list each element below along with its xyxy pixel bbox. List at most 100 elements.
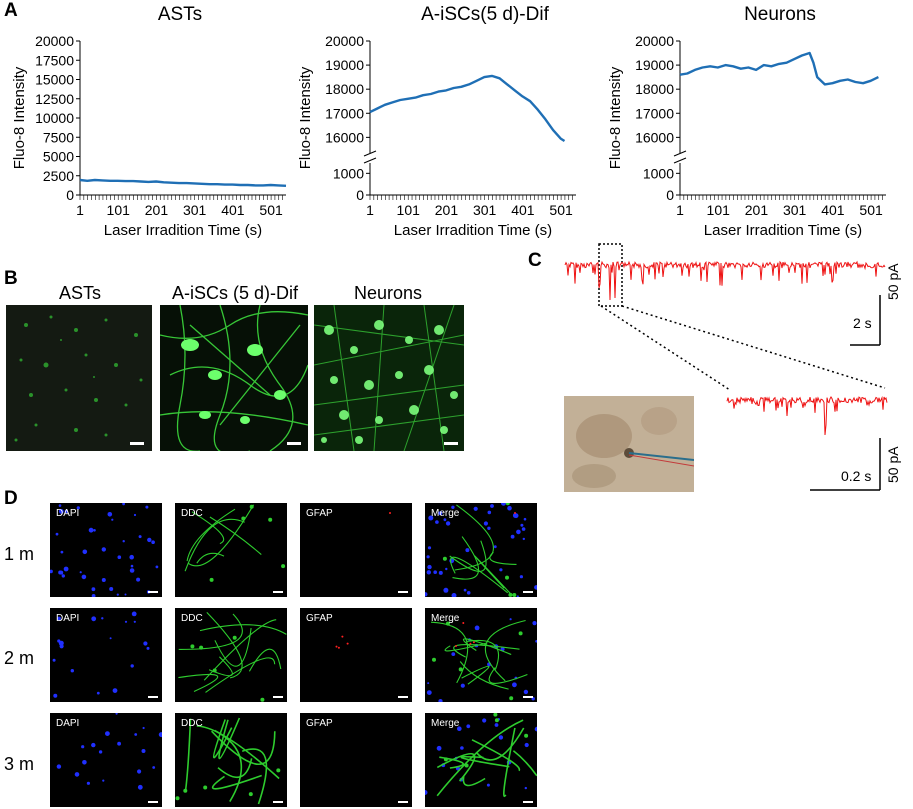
x-tick-label: 401 [221,202,245,218]
nucleus [58,570,63,575]
gfap-signal [346,642,349,645]
nucleus [57,616,61,621]
nucleus [427,564,432,570]
nucleus [102,779,105,782]
zoom-selection-box [598,243,623,307]
cell-body [203,785,208,790]
nucleus [499,568,503,572]
y-tick-label: 20000 [35,33,74,49]
nucleus [487,510,492,515]
zoom-line-left [600,305,731,391]
nucleus [451,505,455,509]
neurite [211,774,262,790]
series-line [679,51,879,86]
cell-body [518,631,523,636]
line-chart-asts: 1 101 201 301 401 501 Laser Irradition Time (s… [11,33,287,239]
gfap-signal [389,512,391,514]
if-image-merge-2: Merge [425,608,537,702]
cell-body [281,564,286,569]
neurite [436,752,476,782]
nucleus [129,568,135,573]
cell-body [276,768,281,773]
nucleus [524,786,527,790]
x-axis-label: Laser Irradition Time (s) [104,222,262,239]
y-axis-label: Fluo-8 Intensity [297,66,314,169]
gfap-signal [335,645,338,648]
y-tick-label: 5000 [43,149,74,165]
x-tick-label: 201 [145,202,169,218]
scale-bar [148,591,158,593]
upper-scale-x-label: 2 s [853,315,872,331]
nucleus [76,506,80,510]
nucleus [435,520,439,524]
neurite [191,511,225,545]
immunofluorescence-grid: DAPI DDC GFAP Merge DAPI DDC GFAP Merge DAPI DDC G… [50,503,540,807]
neurite [449,540,487,572]
x-axis-label: Laser Irradition Time (s) [394,222,552,239]
if-image-content [178,612,287,702]
neurite [463,638,512,656]
y-tick-label: 17000 [635,105,674,121]
y-tick-label: 2500 [43,168,74,184]
x-tick-label: 1 [76,202,84,218]
nucleus [521,527,526,531]
nucleus [520,523,524,527]
x-tick-label: 401 [821,202,845,218]
gfap-signal [462,622,465,624]
nucleus [151,540,155,544]
if-image-dapi-2: DAPI [50,608,162,702]
x-tick-label: 201 [745,202,769,218]
nucleus [142,726,145,730]
nucleus [109,587,114,591]
neurite [453,644,520,658]
neurite [503,727,516,798]
channel-label-gfap: GFAP [306,718,333,729]
micro-title-aiscs: A-iSCs (5 d)-Dif [171,283,298,303]
cell-body [212,668,217,673]
row-label-2m: 2 m [4,648,35,668]
nucleus [474,625,480,631]
nucleus [70,669,74,673]
if-image-ddc-2: DDC [175,608,287,702]
nucleus [534,726,537,732]
y-tick-label: 17500 [35,52,74,68]
if-image-dapi-1: DAPI [50,503,162,597]
nucleus [60,550,64,554]
gfap-signal [337,646,340,649]
nucleus [88,527,94,533]
channel-label-ddc: DDC [181,613,203,624]
nucleus [117,555,122,559]
nucleus [534,585,537,590]
nucleus [507,505,512,511]
channel-label-merge: Merge [431,718,460,729]
neurite [178,673,219,693]
cell-body [509,696,514,701]
nucleus [512,682,517,688]
nucleus [107,512,113,517]
nucleus [91,587,96,592]
x-tick-label: 501 [549,202,573,218]
nucleus [109,637,112,640]
neurite [196,552,225,564]
if-image-content [50,503,159,597]
neurite [248,648,282,672]
nucleus [522,537,525,541]
nucleus [131,611,137,617]
nucleus [138,535,142,539]
gfap-signal [472,641,475,644]
nucleus [494,723,499,727]
scale-bar [523,696,533,698]
cell-body [445,621,450,626]
y-tick-label: 16000 [325,129,364,145]
axis-break-mark [363,150,377,157]
nucleus [493,545,497,549]
neurite [475,727,525,761]
neurite [488,667,528,684]
cell-body [248,792,253,797]
neurite [489,551,517,565]
nucleus [523,689,529,695]
line-chart-aiscs: 1 101 201 301 401 501 Laser Irradition Time (s… [297,33,576,239]
nucleus [445,567,448,571]
nucleus [443,587,449,593]
nucleus [137,784,143,790]
